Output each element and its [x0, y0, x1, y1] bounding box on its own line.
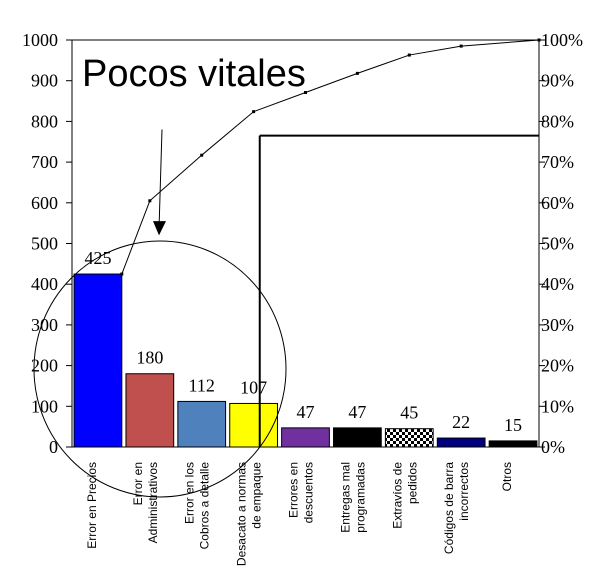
cumulative-marker	[537, 38, 541, 42]
right-tick-label: 100%	[541, 30, 583, 50]
left-tick-label: 800	[31, 111, 58, 131]
right-axis: 0% 10% 20% 30% 40% 50% 60% 70% 80% 90% 100%	[539, 30, 583, 457]
cumulative-marker	[459, 44, 463, 48]
bar-value-label: 107	[240, 377, 267, 397]
bar	[73, 273, 123, 448]
category-label: Errores en descuentos	[287, 462, 316, 523]
bar	[436, 437, 486, 448]
cumulative-marker	[304, 91, 307, 95]
left-tick-label: 400	[31, 274, 58, 294]
bar	[281, 427, 330, 448]
left-tick-label: 300	[31, 315, 58, 335]
cumulative-marker	[120, 272, 124, 276]
left-tick-label: 0	[49, 437, 58, 457]
left-tick-label: 200	[31, 356, 58, 376]
right-tick-label: 90%	[541, 71, 574, 91]
right-tick-label: 60%	[541, 193, 574, 213]
chart-title: Pocos vitales	[82, 53, 306, 95]
category-label: Desacato a normas de empaque	[235, 462, 264, 566]
category-label: Error en Administrativos	[131, 462, 160, 543]
annotation-arrow-shaft	[158, 129, 163, 230]
category-label-line: Error en Precios	[85, 462, 99, 549]
cumulative-marker	[200, 153, 204, 157]
right-tick-label: 80%	[541, 111, 574, 131]
bar-series	[73, 273, 538, 448]
bar-value-label: 45	[400, 403, 418, 423]
right-tick-label: 30%	[541, 315, 574, 335]
category-label-line: pedidos	[405, 462, 419, 504]
right-tick-label: 20%	[541, 356, 574, 376]
category-label-line: incorrectos	[457, 462, 471, 521]
bar-value-label: 47	[297, 402, 315, 422]
right-tick-label: 50%	[541, 234, 574, 254]
cumulative-marker	[148, 199, 152, 203]
bar	[229, 402, 278, 448]
left-tick-label: 600	[31, 193, 58, 213]
category-label: Otros	[500, 462, 514, 491]
category-label-line: Desacato a normas	[235, 462, 249, 566]
category-label: Extravíos de pedidos	[390, 462, 419, 529]
category-labels: Error en Precios Error en Administrativos E…	[85, 462, 514, 566]
bar-value-label: 180	[136, 348, 163, 368]
cumulative-marker	[355, 71, 359, 75]
annotations	[33, 38, 541, 498]
left-tick-label: 900	[31, 71, 58, 91]
left-tick-label: 1000	[22, 30, 58, 50]
bar	[125, 373, 175, 448]
category-label-line: Códigos de barra	[442, 462, 456, 554]
category-label: Error en Precios	[85, 462, 99, 549]
category-label-line: de empaque	[250, 462, 264, 529]
bar	[488, 440, 538, 448]
vital-few-circle	[33, 240, 287, 498]
left-tick-label: 100	[31, 396, 58, 416]
category-label: Códigos de barra incorrectos	[442, 462, 471, 554]
category-label-line: Entregas mal	[338, 462, 352, 533]
category-label-line: Errores en	[287, 462, 301, 518]
right-tick-label: 70%	[541, 152, 574, 172]
bar	[384, 428, 434, 448]
category-label-line: descuentos	[302, 462, 316, 523]
category-label-line: Error en	[131, 462, 145, 505]
category-label-line: Otros	[500, 462, 514, 491]
bar	[333, 427, 382, 448]
category-label-line: programadas	[353, 462, 367, 533]
right-tick-label: 0%	[541, 437, 565, 457]
cumulative-marker	[407, 53, 411, 57]
left-axis: 0 100 200 300 400 500 600 700 800 900 1000	[22, 30, 72, 457]
bar-value-label: 15	[504, 415, 522, 435]
category-label-line: Extravíos de	[390, 462, 404, 529]
category-label: Entregas mal programadas	[338, 462, 367, 533]
annotation-arrow-head	[153, 221, 166, 236]
category-label-line: Cobros a detalle	[198, 462, 212, 550]
bar	[177, 400, 227, 448]
category-label: Error en los Cobros a detalle	[183, 462, 212, 550]
left-tick-label: 700	[31, 152, 58, 172]
bar-value-label: 22	[452, 412, 470, 432]
right-tick-label: 40%	[541, 274, 574, 294]
category-label-line: Administrativos	[146, 462, 160, 543]
cumulative-marker	[252, 110, 256, 114]
right-tick-label: 10%	[541, 396, 574, 416]
bar-value-label: 112	[189, 375, 215, 395]
bar-value-label: 47	[348, 402, 366, 422]
left-tick-label: 500	[31, 234, 58, 254]
